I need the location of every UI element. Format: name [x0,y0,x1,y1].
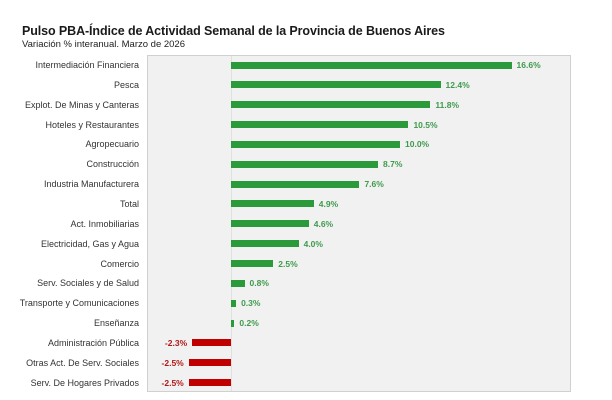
value-label: 12.4% [445,79,470,90]
bar [231,160,379,168]
value-label: 16.6% [516,60,541,70]
value-label: -2.5% [161,377,184,388]
category-label: Electricidad, Gas y Agua [40,238,139,249]
bar [231,319,235,327]
category-label: Serv. De Hogares Privados [30,377,139,388]
category-label: Transporte y Comunicaciones [19,298,139,309]
bar [231,61,512,69]
value-label: 0.2% [239,318,259,329]
value-label: 4.6% [313,218,334,229]
category-label: Comercio [100,258,139,269]
value-label: 8.7% [383,159,403,170]
category-label: Total [119,198,139,209]
category-label: Enseñanza [93,318,139,329]
bar [231,279,245,287]
bar [231,101,431,109]
value-label: 7.6% [364,179,384,190]
bar [188,359,231,367]
category-label: Act. Inmobiliarias [70,218,139,229]
value-label: 10.5% [413,119,438,130]
value-label: 4.9% [318,198,339,209]
value-label: 0.8% [249,278,269,289]
category-label: Explot. De Minas y Canteras [24,99,139,110]
bar [188,379,231,387]
bar [231,180,360,188]
category-label: Otras Act. De Serv. Sociales [26,357,139,368]
chart-subtitle: Variación % interanual. Marzo de 2026 [22,39,186,50]
value-label: 2.5% [278,258,298,269]
plot-area [147,55,571,392]
value-label: -2.3% [164,337,188,348]
value-label: 0.3% [241,298,261,309]
bar [231,220,309,228]
bar [231,200,314,208]
category-label: Industria Manufacturera [43,179,139,190]
category-label: Pesca [113,79,139,90]
category-label: Hoteles y Restaurantes [45,119,139,130]
value-label: 4.0% [303,238,323,249]
bar [192,339,231,347]
bar [231,240,299,248]
bar [231,260,274,267]
value-label: 10.0% [405,139,430,150]
bar [231,140,400,148]
category-label: Serv. Sociales y de Salud [37,278,139,289]
category-label: Agropecuario [85,139,139,150]
bar [231,81,441,89]
category-label: Intermediación Financiera [35,60,139,70]
category-label: Construcción [86,159,139,170]
chart-title: Pulso PBA-Índice de Actividad Semanal de… [22,24,445,38]
category-label: Administración Pública [47,337,139,348]
value-label: -2.5% [161,357,184,368]
value-label: 11.8% [435,99,460,110]
bar [231,121,409,129]
bar [231,299,237,307]
